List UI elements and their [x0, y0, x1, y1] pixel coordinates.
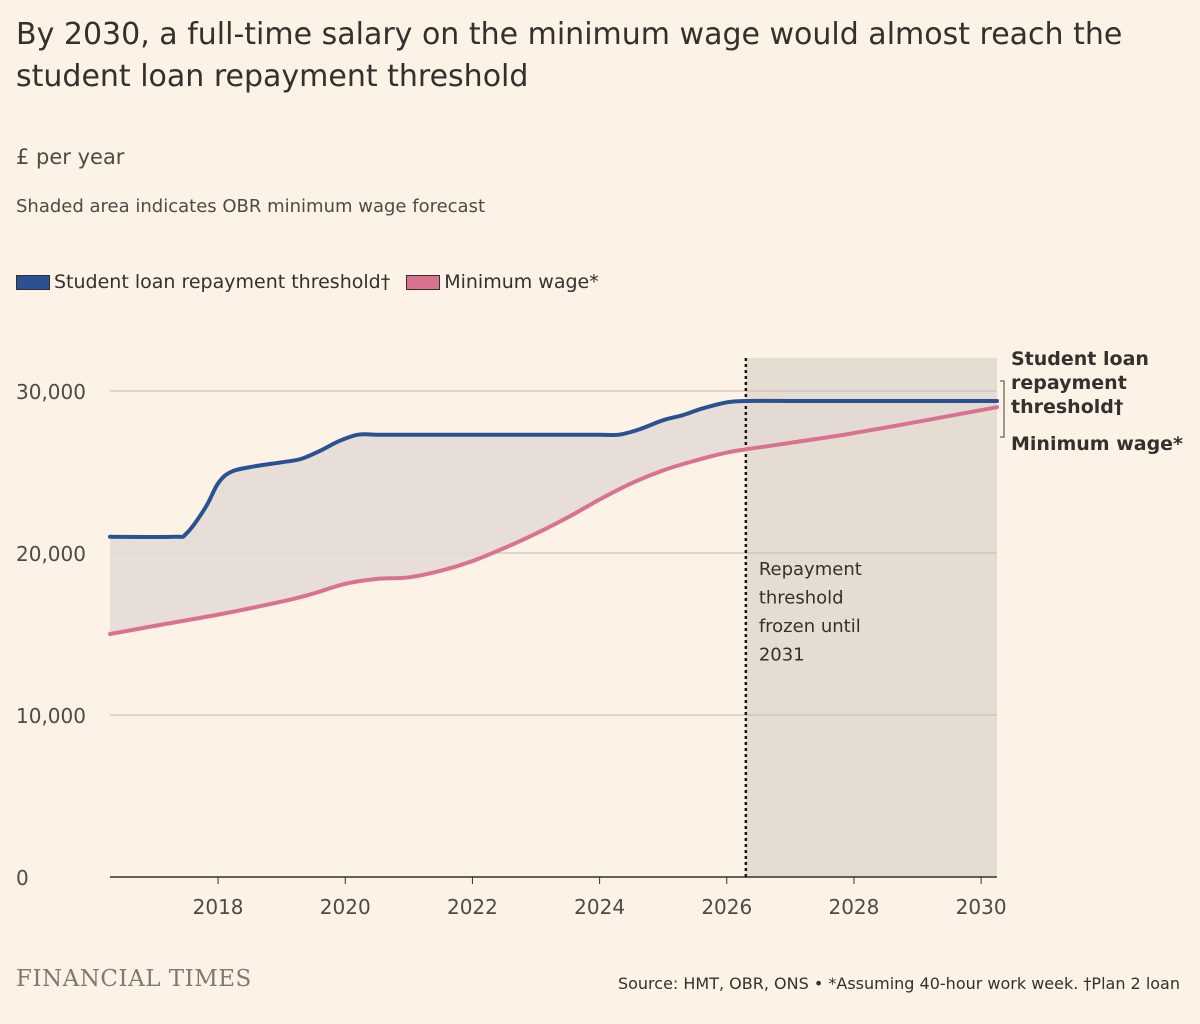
end-label-threshold: repayment	[1011, 372, 1127, 394]
legend-item-wage: Minimum wage*	[406, 271, 599, 293]
end-label-wage: Minimum wage*	[1011, 433, 1183, 455]
x-tick-label: 2028	[828, 895, 879, 919]
annotation-line: 2031	[759, 645, 805, 666]
series-line-minimum-wage	[108, 405, 999, 636]
annotation-line: frozen until	[759, 616, 861, 637]
legend-label-wage: Minimum wage*	[444, 271, 599, 293]
chart-note: Shaded area indicates OBR minimum wage f…	[16, 196, 486, 217]
annotation-line: Repayment	[759, 559, 862, 580]
legend-swatch-wage	[406, 274, 441, 290]
x-tick-label: 2018	[193, 895, 244, 919]
ft-logo: FINANCIAL TIMES	[16, 966, 252, 992]
end-label-bracket	[1000, 380, 1005, 438]
x-tick-label: 2022	[447, 895, 498, 919]
chart-subtitle: £ per year	[16, 145, 125, 169]
y-tick-label: 10,000	[16, 704, 86, 728]
source-note: Source: HMT, OBR, ONS • *Assuming 40-hou…	[617, 974, 1180, 993]
annotation-line: threshold	[759, 588, 844, 609]
x-tick-label: 2024	[574, 895, 625, 919]
y-tick-label: 20,000	[16, 542, 86, 566]
legend-item-threshold: Student loan repayment threshold†	[16, 271, 390, 293]
chart-title: By 2030, a full-time salary on the minim…	[16, 17, 1123, 94]
x-tick-label: 2026	[701, 895, 752, 919]
y-tick-label: 0	[16, 866, 29, 890]
x-tick-label: 2020	[320, 895, 371, 919]
legend-swatch-threshold	[16, 274, 50, 290]
y-tick-label: 30,000	[16, 380, 86, 404]
end-label-threshold: Student loan	[1011, 348, 1149, 370]
legend-label-threshold: Student loan repayment threshold†	[54, 271, 391, 293]
end-label-threshold: threshold†	[1011, 396, 1123, 418]
x-tick-label: 2030	[956, 895, 1007, 919]
gap-area	[110, 400, 997, 634]
series-line-threshold	[108, 398, 999, 540]
legend: Student loan repayment threshold† Minimu…	[16, 271, 615, 293]
